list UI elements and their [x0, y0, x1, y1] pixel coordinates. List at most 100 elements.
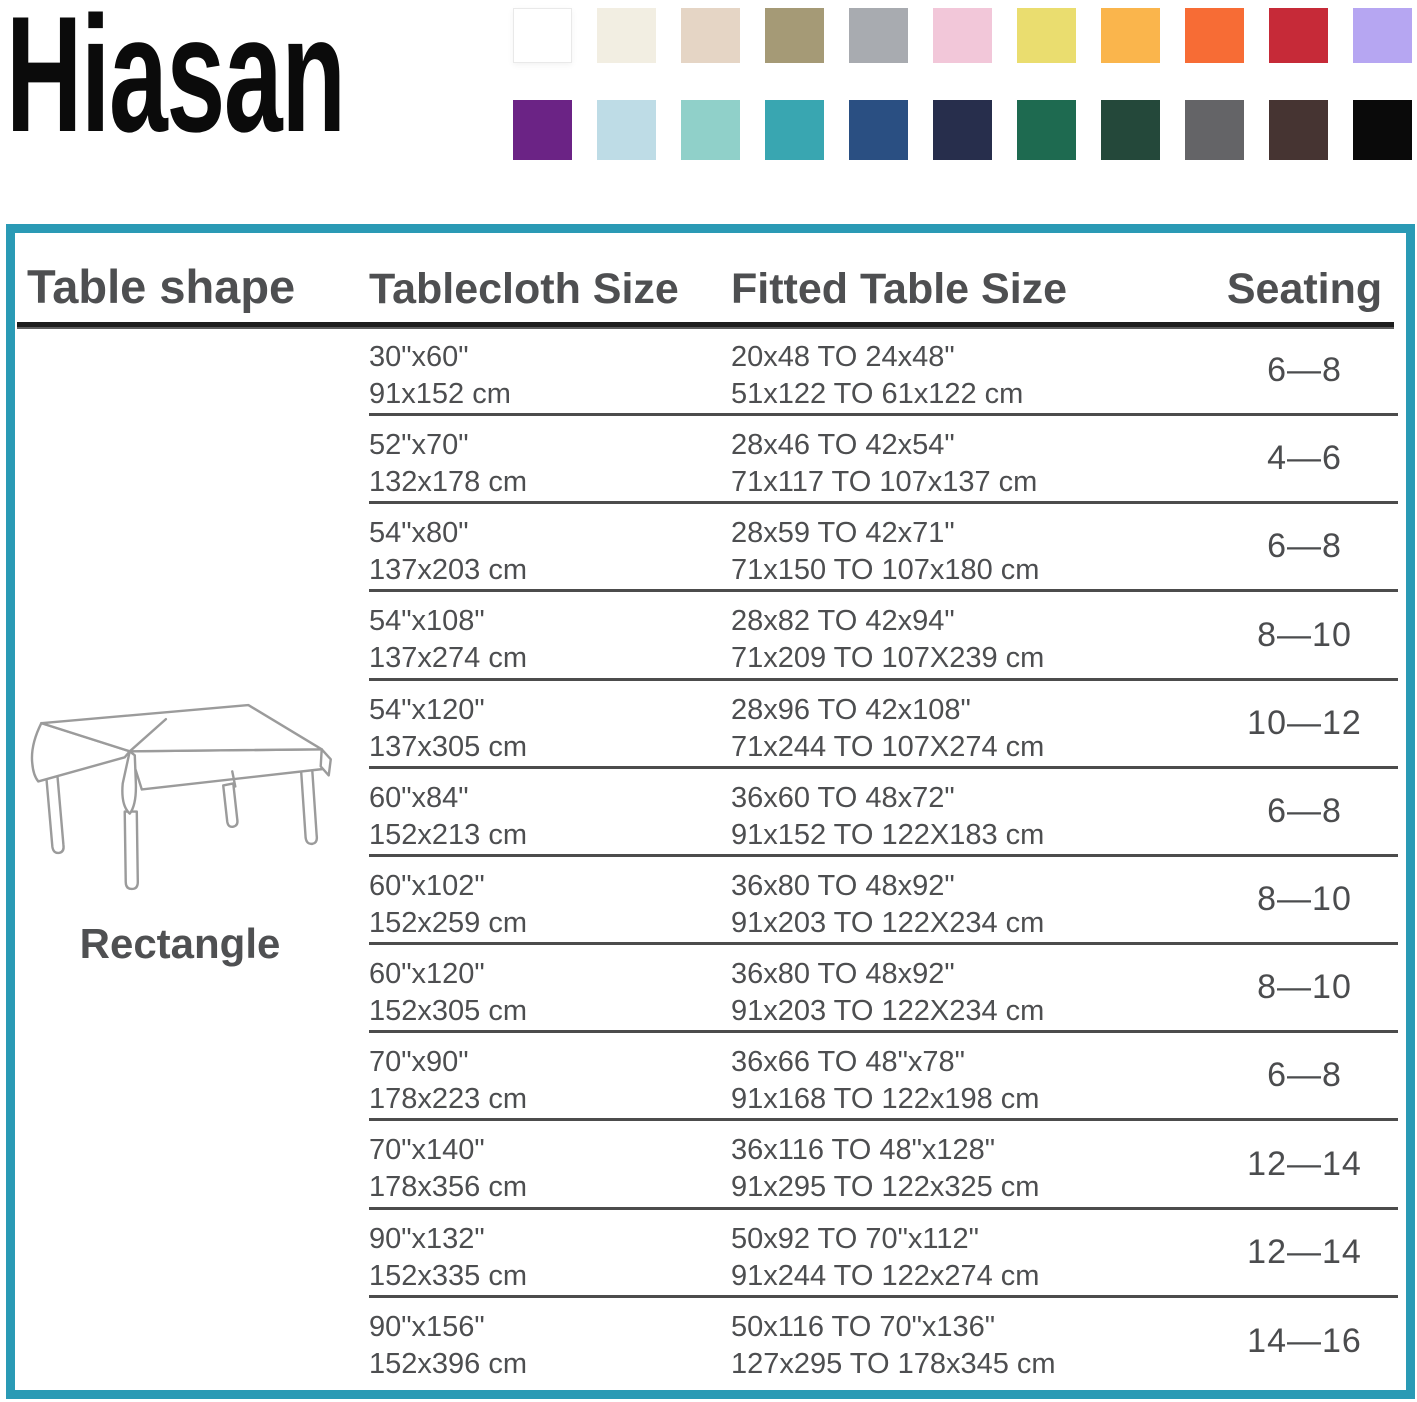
table-row: 54"x80" 137x203 cm 28x59 TO 42x71" 71x150 T…	[369, 504, 1398, 593]
color-swatch	[1269, 100, 1328, 160]
seating-value: 8—10	[1257, 880, 1352, 919]
fitted-size-inches: 28x46 TO 42x54"	[731, 429, 955, 462]
seating-value: 12—14	[1247, 1144, 1362, 1183]
color-swatch	[1353, 8, 1412, 63]
table-row: 30"x60" 91x152 cm 20x48 TO 24x48" 51x122 TO…	[369, 328, 1398, 417]
swatch-row-top	[513, 8, 1412, 63]
fitted-size-cm: 71x209 TO 107X239 cm	[731, 642, 1045, 675]
color-swatch	[1185, 100, 1244, 160]
fitted-table-size-cell: 36x66 TO 48"x78" 91x168 TO 122x198 cm	[731, 1033, 1211, 1118]
tablecloth-size-inches: 30"x60"	[369, 341, 469, 373]
column-header-seating: Seating	[1226, 265, 1383, 313]
tablecloth-size-cell: 60"x84" 152x213 cm	[369, 769, 731, 854]
fitted-size-cm: 71x244 TO 107X274 cm	[731, 730, 1045, 763]
fitted-size-inches: 36x60 TO 48x72"	[731, 781, 955, 814]
fitted-table-size-cell: 36x116 TO 48"x128" 91x295 TO 122x325 cm	[731, 1121, 1211, 1206]
table-row: 60"x120" 152x305 cm 36x80 TO 48x92" 91x203 …	[369, 945, 1398, 1034]
fitted-size-cm: 91x244 TO 122x274 cm	[731, 1259, 1040, 1292]
color-swatch	[597, 100, 656, 160]
color-swatch	[513, 100, 572, 160]
fitted-size-inches: 28x96 TO 42x108"	[731, 693, 971, 726]
tablecloth-size-cm: 91x152 cm	[369, 378, 511, 410]
tablecloth-size-inches: 54"x120"	[369, 693, 485, 726]
fitted-size-cm: 71x150 TO 107x180 cm	[731, 554, 1040, 587]
seating-value: 6—8	[1267, 1056, 1342, 1095]
fitted-table-size-cell: 50x92 TO 70"x112" 91x244 TO 122x274 cm	[731, 1210, 1211, 1295]
tablecloth-size-cm: 137x203 cm	[369, 554, 527, 587]
tablecloth-size-inches: 54"x108"	[369, 605, 485, 638]
tablecloth-size-inches: 52"x70"	[369, 429, 469, 462]
fitted-table-size-cell: 50x116 TO 70"x136" 127x295 TO 178x345 cm	[731, 1298, 1211, 1386]
fitted-size-inches: 36x80 TO 48x92"	[731, 869, 955, 902]
tablecloth-size-cell: 54"x108" 137x274 cm	[369, 592, 731, 677]
color-swatch	[933, 100, 992, 160]
table-row: 54"x108" 137x274 cm 28x82 TO 42x94" 71x209 …	[369, 592, 1398, 681]
tablecloth-size-cell: 30"x60" 91x152 cm	[369, 328, 731, 413]
fitted-table-size-cell: 36x80 TO 48x92" 91x203 TO 122X234 cm	[731, 857, 1211, 942]
brand-logo: Hiasan	[6, 0, 346, 166]
color-swatch	[1101, 8, 1160, 63]
tablecloth-size-inches: 70"x140"	[369, 1134, 485, 1167]
table-header-row: Table shape Tablecloth Size Fitted Table…	[15, 233, 1398, 326]
tablecloth-size-inches: 90"x156"	[369, 1310, 485, 1343]
column-header-table-shape: Table shape	[27, 260, 296, 313]
tablecloth-size-cell: 54"x80" 137x203 cm	[369, 504, 731, 589]
fitted-size-inches: 28x82 TO 42x94"	[731, 605, 955, 638]
table-row: 60"x102" 152x259 cm 36x80 TO 48x92" 91x203 …	[369, 857, 1398, 946]
seating-value: 8—10	[1257, 968, 1352, 1007]
color-swatch	[1017, 8, 1076, 63]
tablecloth-size-cm: 152x259 cm	[369, 906, 527, 939]
seating-value: 8—10	[1257, 615, 1352, 654]
tablecloth-size-cm: 152x396 cm	[369, 1347, 527, 1380]
table-row: 70"x140" 178x356 cm 36x116 TO 48"x128" 91x2…	[369, 1121, 1398, 1210]
tablecloth-size-inches: 60"x102"	[369, 869, 485, 902]
fitted-table-size-cell: 20x48 TO 24x48" 51x122 TO 61x122 cm	[731, 328, 1211, 413]
size-chart-box: Table shape Tablecloth Size Fitted Table…	[6, 224, 1415, 1399]
fitted-size-cm: 91x203 TO 122X234 cm	[731, 906, 1045, 939]
tablecloth-size-cell: 60"x102" 152x259 cm	[369, 857, 731, 942]
shape-label: Rectangle	[79, 920, 281, 967]
fitted-size-inches: 20x48 TO 24x48"	[731, 341, 955, 373]
table-row: 60"x84" 152x213 cm 36x60 TO 48x72" 91x152 T…	[369, 769, 1398, 857]
color-swatch	[681, 100, 740, 160]
tablecloth-size-cell: 90"x156" 152x396 cm	[369, 1298, 731, 1386]
fitted-table-size-cell: 36x80 TO 48x92" 91x203 TO 122X234 cm	[731, 945, 1211, 1030]
tablecloth-size-inches: 54"x80"	[369, 517, 469, 550]
color-swatch	[1017, 100, 1076, 160]
table-row: 90"x132" 152x335 cm 50x92 TO 70"x112" 91x24…	[369, 1210, 1398, 1298]
tablecloth-size-inches: 70"x90"	[369, 1046, 469, 1079]
seating-value: 14—16	[1247, 1322, 1362, 1361]
fitted-size-cm: 71x117 TO 107x137 cm	[731, 466, 1038, 499]
fitted-table-size-cell: 28x59 TO 42x71" 71x150 TO 107x180 cm	[731, 504, 1211, 589]
table-row: 54"x120" 137x305 cm 28x96 TO 42x108" 71x244…	[369, 681, 1398, 769]
color-swatch	[1269, 8, 1328, 63]
fitted-size-inches: 36x66 TO 48"x78"	[731, 1046, 965, 1079]
seating-value: 6—8	[1267, 351, 1342, 390]
column-header-tablecloth-size: Tablecloth Size	[369, 265, 679, 313]
tablecloth-size-inches: 90"x132"	[369, 1222, 485, 1255]
swatch-row-bottom	[513, 100, 1412, 160]
tablecloth-size-cell: 70"x90" 178x223 cm	[369, 1033, 731, 1118]
tablecloth-size-inches: 60"x84"	[369, 781, 469, 814]
fitted-size-cm: 91x295 TO 122x325 cm	[731, 1171, 1040, 1204]
fitted-size-cm: 91x152 TO 122X183 cm	[731, 818, 1045, 851]
fitted-size-inches: 36x116 TO 48"x128"	[731, 1134, 996, 1167]
tablecloth-size-cell: 90"x132" 152x335 cm	[369, 1210, 731, 1295]
tablecloth-size-cm: 152x213 cm	[369, 818, 527, 851]
fitted-size-cm: 91x168 TO 122x198 cm	[731, 1083, 1040, 1116]
tablecloth-size-cm: 178x356 cm	[369, 1171, 527, 1204]
color-swatch	[1101, 100, 1160, 160]
tablecloth-size-inches: 60"x120"	[369, 958, 485, 991]
fitted-size-inches: 50x116 TO 70"x136"	[731, 1310, 996, 1343]
rectangle-table-illustration	[30, 703, 332, 891]
size-table-rows: 30"x60" 91x152 cm 20x48 TO 24x48" 51x122 TO…	[369, 328, 1398, 1386]
table-row: 90"x156" 152x396 cm 50x116 TO 70"x136" 127x…	[369, 1298, 1398, 1386]
tablecloth-size-cell: 54"x120" 137x305 cm	[369, 681, 731, 766]
seating-value: 10—12	[1247, 703, 1362, 742]
color-swatch	[597, 8, 656, 63]
column-header-fitted-table-size: Fitted Table Size	[731, 265, 1068, 313]
fitted-table-size-cell: 36x60 TO 48x72" 91x152 TO 122X183 cm	[731, 769, 1211, 854]
seating-value: 6—8	[1267, 791, 1342, 830]
fitted-size-cm: 91x203 TO 122X234 cm	[731, 995, 1045, 1028]
color-swatch	[849, 8, 908, 63]
